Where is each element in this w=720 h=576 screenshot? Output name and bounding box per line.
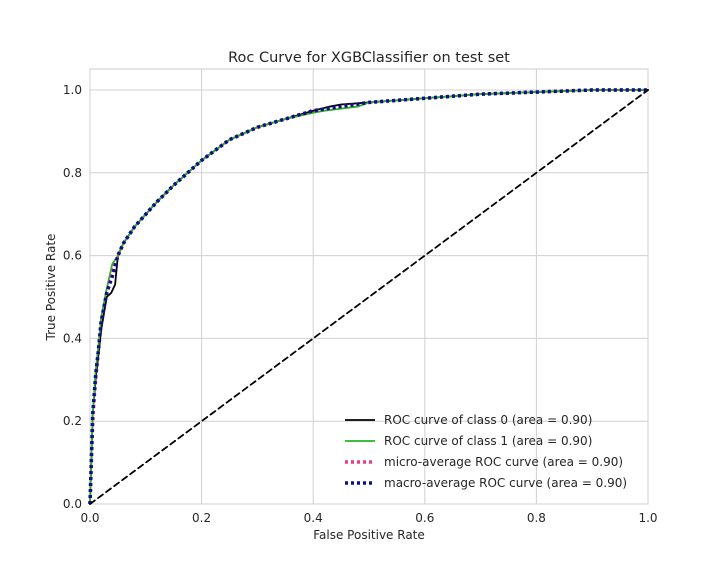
legend-label-1: ROC curve of class 1 (area = 0.90) [384, 434, 592, 448]
y-tick-label: 0.8 [63, 166, 82, 180]
y-tick-label: 0.0 [63, 497, 82, 511]
tick-labels: 0.0 0.2 0.4 0.6 0.8 1.0 0.0 0.2 0.4 0.6 0.8 1.0 [63, 83, 658, 525]
y-tick-label: 1.0 [63, 83, 82, 97]
x-tick-label: 0.8 [527, 511, 546, 525]
y-tick-label: 0.2 [63, 414, 82, 428]
series-lines [88, 88, 649, 505]
x-tick-label: 1.0 [638, 511, 657, 525]
legend: ROC curve of class 0 (area = 0.90) ROC cu… [345, 413, 627, 490]
legend-label-0: ROC curve of class 0 (area = 0.90) [384, 413, 592, 427]
x-tick-label: 0.4 [304, 511, 323, 525]
plot-area-frame [89, 68, 649, 505]
x-tick-label: 0.6 [415, 511, 434, 525]
gridlines [89, 69, 649, 505]
series-line-3 [88, 88, 648, 505]
y-tick-label: 0.4 [63, 331, 82, 345]
x-axis-label: False Positive Rate [313, 528, 425, 542]
x-tick-label: 0.0 [80, 511, 99, 525]
y-axis-label: True Positive Rate [44, 234, 58, 342]
series-line-4 [89, 89, 649, 505]
legend-label-2: micro-average ROC curve (area = 0.90) [384, 455, 623, 469]
legend-label-3: macro-average ROC curve (area = 0.90) [384, 476, 627, 490]
y-tick-label: 0.6 [63, 249, 82, 263]
x-tick-label: 0.2 [192, 511, 211, 525]
chart-title: Roc Curve for XGBClassifier on test set [228, 50, 510, 66]
